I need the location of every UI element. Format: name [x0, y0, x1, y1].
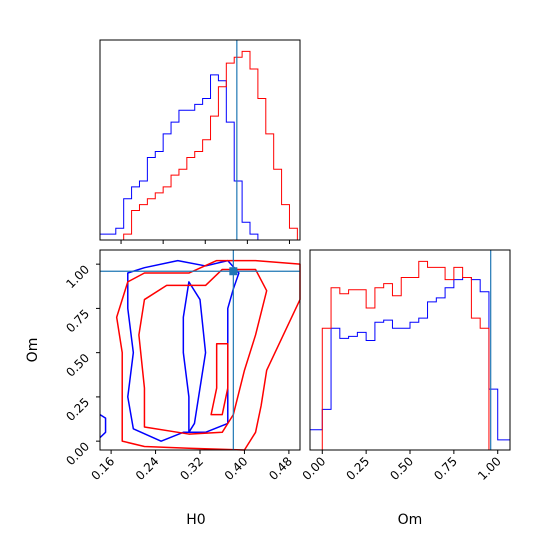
h0-histogram-series-1 [100, 50, 298, 241]
h0-histogram-frame [99, 39, 301, 241]
contour-x-tick-label-1: 0.24 [133, 454, 162, 483]
contour-y-tick-label-3: 0.75 [63, 307, 92, 336]
contour-x-tick-label-3: 0.40 [222, 454, 251, 483]
contour-red-level-2 [210, 343, 229, 416]
contour-y-tick-label-4: 1.00 [63, 262, 92, 291]
contour-x-tick-label-2: 0.32 [177, 454, 206, 483]
contour-y-tick-label-2: 0.50 [63, 351, 92, 380]
om-histogram-series-0 [309, 277, 511, 450]
om-histogram-x-tick-label-0: 0.00 [300, 454, 329, 483]
contour-y-tick-label-0: 0.00 [63, 439, 92, 468]
x-axis-label-om: Om [398, 512, 423, 528]
y-axis-label-om: Om [25, 338, 41, 363]
h0-histogram-series-0 [99, 74, 298, 241]
contour-x-tick-label-0: 0.16 [88, 454, 117, 483]
reference-point-marker [229, 267, 238, 276]
om-histogram-x-tick-label-2: 0.50 [387, 454, 416, 483]
h0-om-contour-panel: 0.16 0.24 0.32 0.40 0.48 0.00 0.25 0.50 0.75 1.0… [25, 249, 301, 528]
om-histogram-x-tick-label-4: 1.00 [475, 454, 504, 483]
om-histogram-x-tick-label-1: 0.25 [343, 454, 372, 483]
x-axis-label-h0: H0 [186, 512, 205, 528]
om-histogram-panel: 0.00 0.25 0.50 0.75 1.00 Om [300, 249, 511, 528]
h0-histogram-panel [99, 39, 301, 244]
contour-blue-level-0 [99, 413, 107, 439]
contour-x-tick-label-4: 0.48 [266, 454, 295, 483]
om-histogram-series-1 [310, 260, 510, 451]
contour-red-level-1 [138, 268, 268, 435]
contour-y-tick-label-1: 0.25 [63, 395, 92, 424]
om-histogram-x-tick-label-3: 0.75 [431, 454, 460, 483]
contour-blue-level-2 [182, 281, 207, 434]
